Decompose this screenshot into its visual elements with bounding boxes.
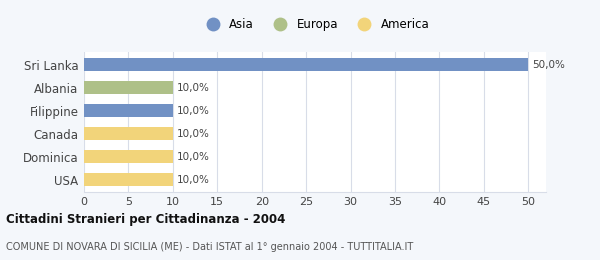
- Text: 10,0%: 10,0%: [176, 129, 209, 139]
- Text: COMUNE DI NOVARA DI SICILIA (ME) - Dati ISTAT al 1° gennaio 2004 - TUTTITALIA.IT: COMUNE DI NOVARA DI SICILIA (ME) - Dati …: [6, 242, 413, 252]
- Bar: [84, 58, 528, 71]
- Bar: [84, 150, 173, 163]
- Text: 10,0%: 10,0%: [176, 175, 209, 185]
- Bar: [84, 81, 173, 94]
- Bar: [84, 173, 173, 186]
- Legend: Asia, Europa, America: Asia, Europa, America: [199, 16, 431, 34]
- Text: 10,0%: 10,0%: [176, 106, 209, 116]
- Bar: [84, 127, 173, 140]
- Text: 10,0%: 10,0%: [176, 152, 209, 162]
- Text: 50,0%: 50,0%: [532, 60, 565, 70]
- Text: 10,0%: 10,0%: [176, 83, 209, 93]
- Bar: [84, 104, 173, 117]
- Text: Cittadini Stranieri per Cittadinanza - 2004: Cittadini Stranieri per Cittadinanza - 2…: [6, 213, 286, 226]
